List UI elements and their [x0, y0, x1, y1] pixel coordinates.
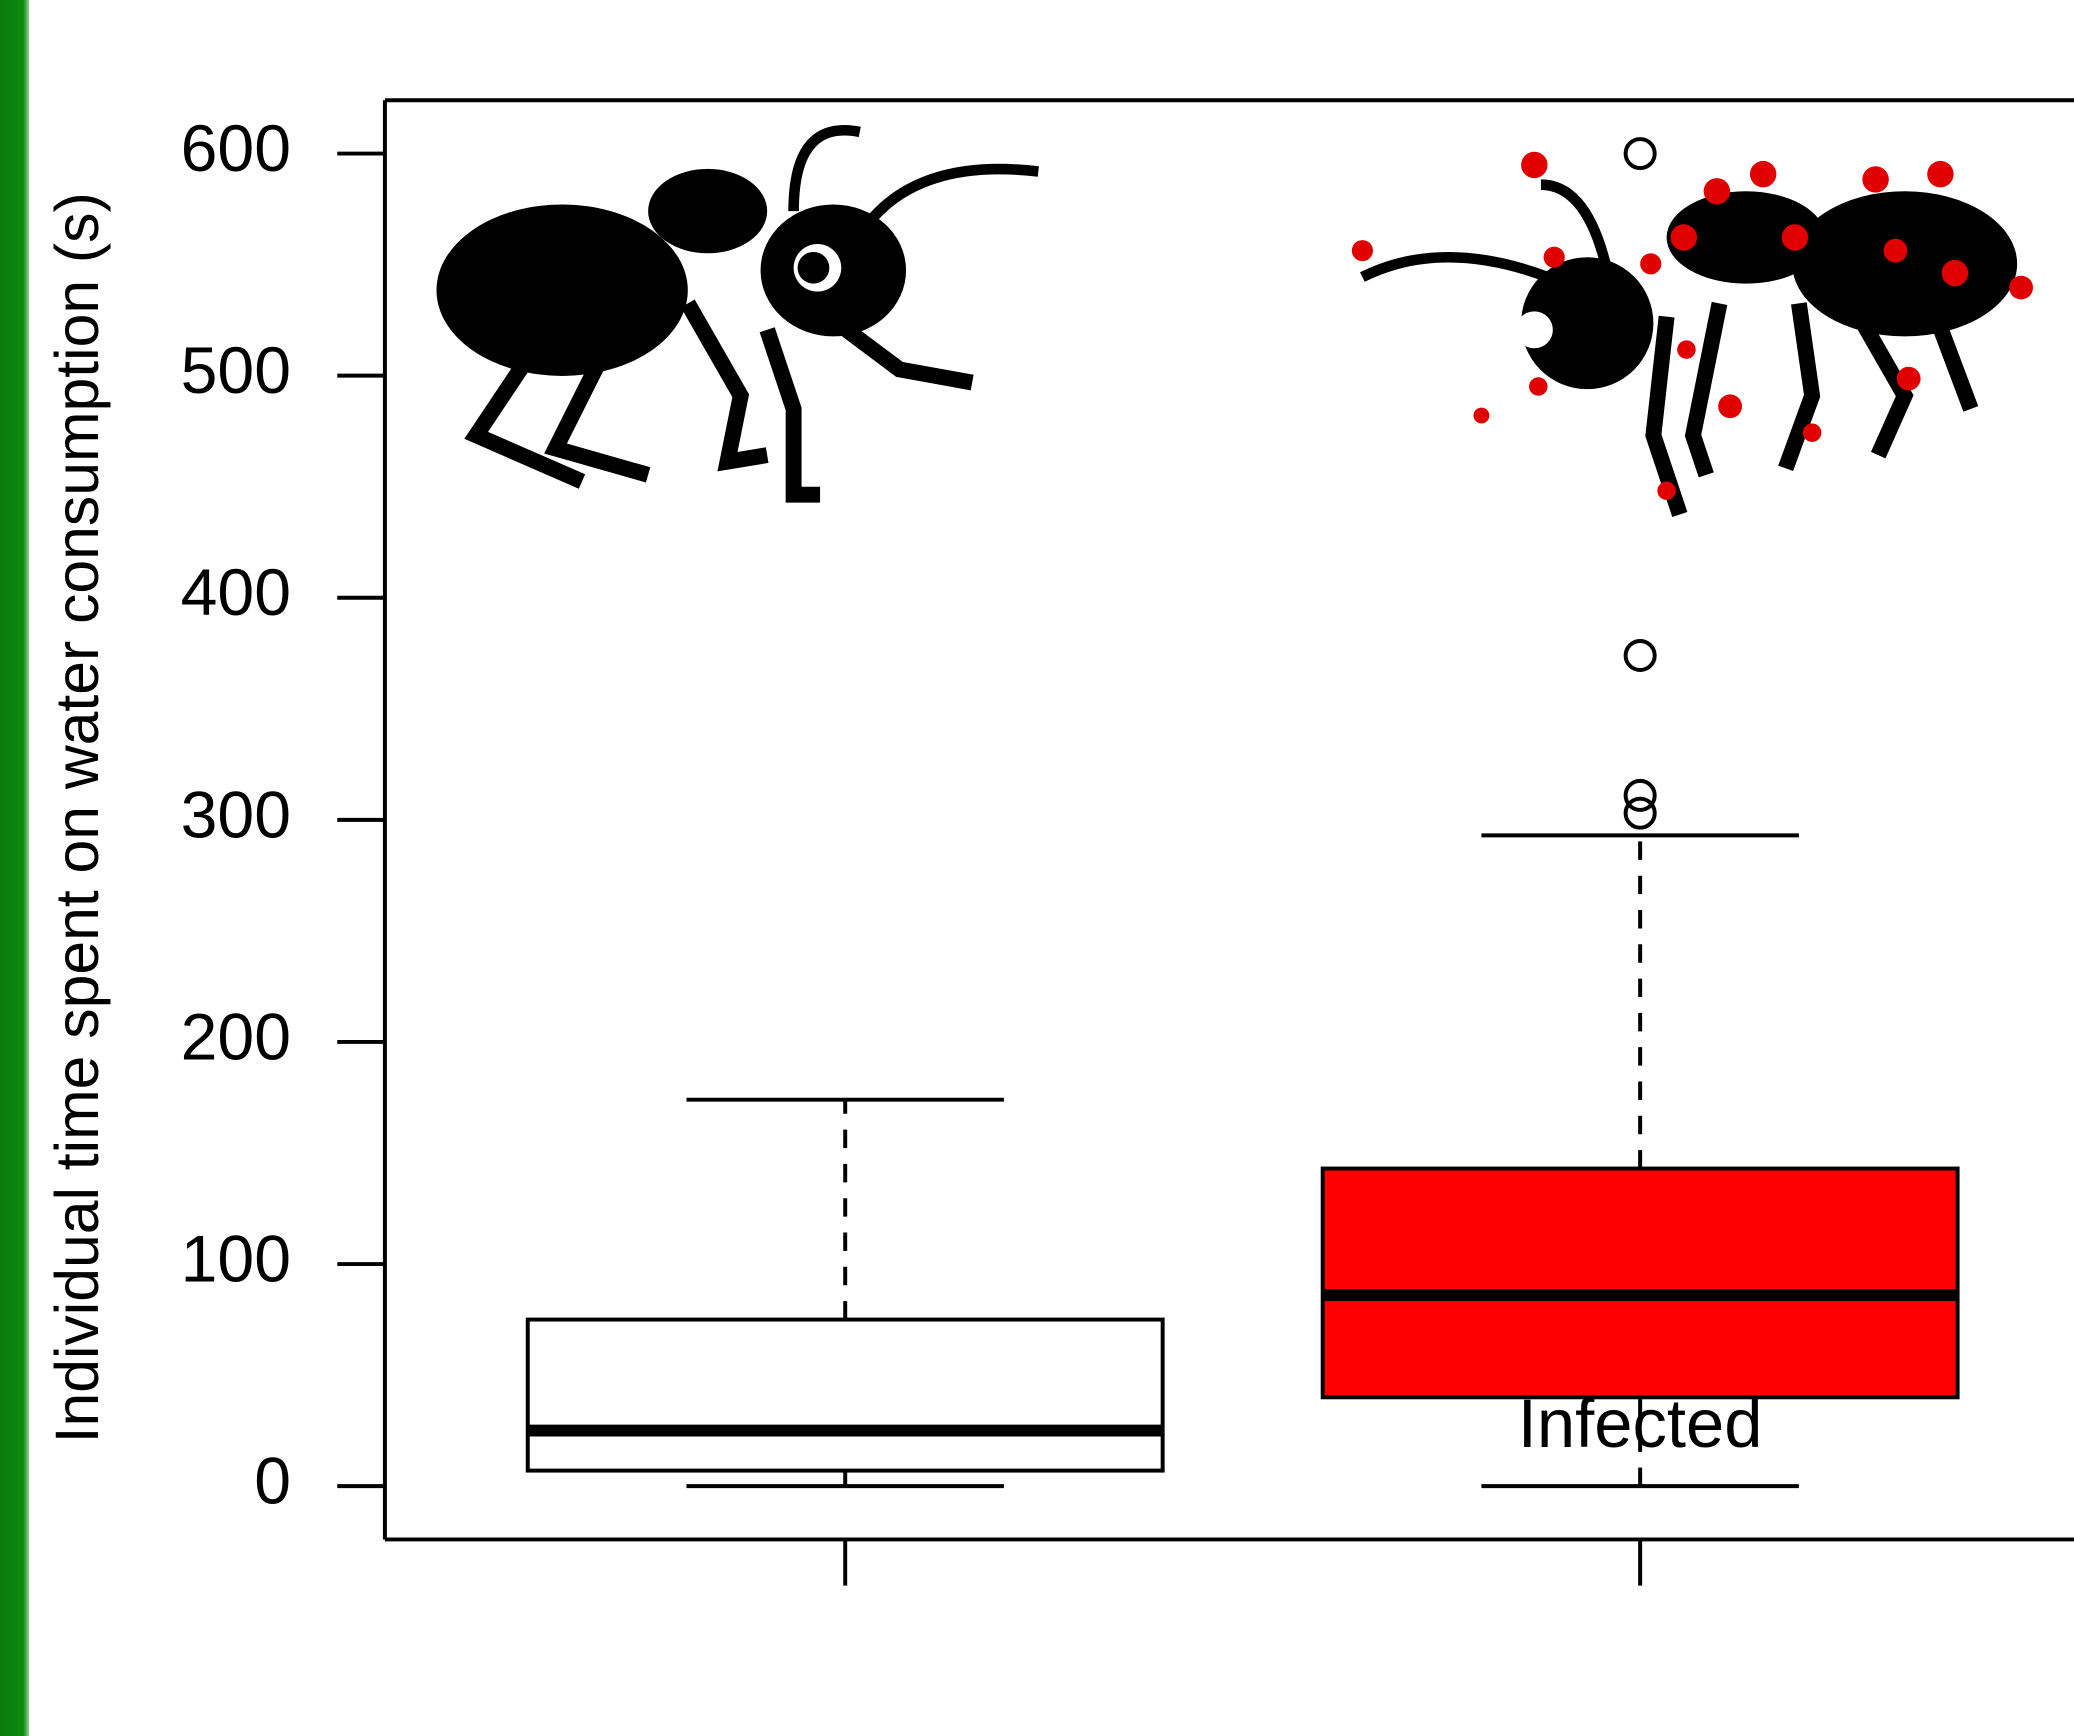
- y-tick-label: 600: [181, 111, 291, 185]
- side-strip: [0, 0, 29, 1736]
- page: Individual time spent on water consumpti…: [0, 0, 2074, 1736]
- box: [528, 1320, 1163, 1471]
- y-tick-label: 100: [181, 1222, 291, 1296]
- y-tick-label: 500: [181, 333, 291, 407]
- y-tick-label: 400: [181, 555, 291, 629]
- chart: Individual time spent on water consumpti…: [0, 0, 2074, 1736]
- box: [1323, 1169, 1958, 1398]
- y-axis-title: Individual time spent on water consumpti…: [43, 192, 111, 1443]
- ant-icon-infected: [1352, 152, 2033, 515]
- y-tick-label: 300: [181, 777, 291, 851]
- ant-icon-healthy: [436, 130, 1038, 494]
- outlier: [1626, 139, 1655, 168]
- outlier: [1626, 641, 1655, 670]
- y-tick-label: 200: [181, 999, 291, 1073]
- outlier: [1626, 781, 1655, 810]
- y-tick-label: 0: [254, 1444, 291, 1518]
